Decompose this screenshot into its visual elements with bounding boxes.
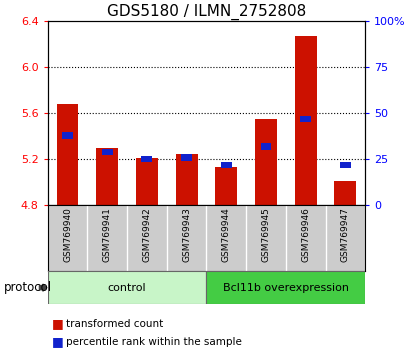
- Bar: [340, 162, 351, 168]
- Bar: [96, 148, 118, 205]
- Text: GSM769943: GSM769943: [182, 207, 191, 262]
- Text: GSM769944: GSM769944: [222, 207, 231, 262]
- Text: GSM769941: GSM769941: [103, 207, 112, 262]
- Bar: [57, 104, 78, 205]
- Bar: [102, 149, 113, 155]
- Bar: [300, 116, 311, 122]
- Bar: [181, 154, 192, 161]
- Text: ■: ■: [52, 335, 63, 348]
- Bar: [295, 36, 317, 205]
- Text: GSM769947: GSM769947: [341, 207, 350, 262]
- Bar: [142, 156, 152, 162]
- Bar: [176, 154, 198, 205]
- Text: Bcl11b overexpression: Bcl11b overexpression: [223, 282, 349, 293]
- Text: protocol: protocol: [4, 281, 52, 294]
- Bar: [334, 181, 356, 205]
- Text: transformed count: transformed count: [66, 319, 164, 329]
- Bar: [221, 162, 232, 168]
- Bar: [261, 143, 271, 150]
- Text: GSM769940: GSM769940: [63, 207, 72, 262]
- Bar: [136, 158, 158, 205]
- Bar: [207, 271, 365, 304]
- Text: GSM769945: GSM769945: [261, 207, 271, 262]
- Text: GSM769942: GSM769942: [142, 207, 151, 262]
- Bar: [255, 119, 277, 205]
- Title: GDS5180 / ILMN_2752808: GDS5180 / ILMN_2752808: [107, 4, 306, 20]
- Bar: [62, 132, 73, 138]
- Bar: [48, 271, 207, 304]
- Text: control: control: [108, 282, 146, 293]
- Bar: [215, 167, 237, 205]
- Text: ■: ■: [52, 318, 63, 330]
- Text: GSM769946: GSM769946: [301, 207, 310, 262]
- Text: percentile rank within the sample: percentile rank within the sample: [66, 337, 242, 347]
